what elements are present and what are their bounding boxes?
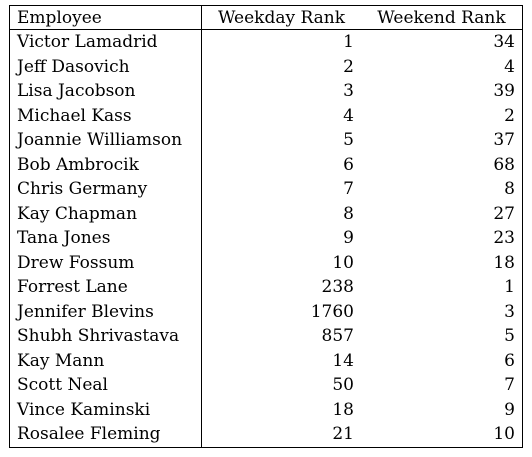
weekday-rank-cell: 1: [343, 32, 354, 53]
weekday-rank-cell: 14: [332, 350, 354, 371]
employee-name-cell: Victor Lamadrid: [9, 29, 202, 55]
employee-rank-table: Employee Weekday Rank Weekend Rank Victo…: [9, 5, 523, 448]
table-row: Joannie Williamson 5 37: [9, 128, 523, 153]
weekday-rank-cell: 50: [332, 375, 354, 396]
weekend-rank-cell: 27: [493, 203, 515, 224]
weekend-rank-cell: 2: [504, 105, 515, 126]
weekend-rank-cell: 5: [504, 326, 515, 347]
table-row: Jeff Dasovich 2 4: [9, 54, 523, 79]
table-row: Michael Kass 4 2: [9, 103, 523, 128]
weekend-rank-cell: 1: [504, 277, 515, 298]
employee-name-cell: Vince Kaminski: [9, 397, 202, 422]
table-row: Vince Kaminski 18 9: [9, 397, 523, 422]
employee-name-cell: Forrest Lane: [9, 275, 202, 300]
table-body: Victor Lamadrid 1 34 Jeff Dasovich 2 4 Lisa Ja…: [9, 29, 523, 447]
weekend-rank-cell: 23: [493, 228, 515, 249]
employee-name-cell: Shubh Shrivastava: [9, 324, 202, 349]
employee-name-cell: Kay Chapman: [9, 201, 202, 226]
employee-name-cell: Jennifer Blevins: [9, 299, 202, 324]
weekday-rank-cell: 7: [343, 179, 354, 200]
employee-name-cell: Chris Germany: [9, 177, 202, 202]
weekday-rank-cell: 4: [343, 105, 354, 126]
employee-name-cell: Tana Jones: [9, 226, 202, 251]
table-row: Forrest Lane 238 1: [9, 275, 523, 300]
weekday-rank-cell: 238: [321, 277, 354, 298]
employee-name-cell: Bob Ambrocik: [9, 152, 202, 177]
table-row: Kay Chapman 8 27: [9, 201, 523, 226]
weekend-rank-cell: 34: [493, 32, 515, 53]
weekend-rank-cell: 3: [504, 301, 515, 322]
weekday-rank-cell: 21: [332, 424, 354, 445]
weekend-rank-cell: 8: [504, 179, 515, 200]
header-row: Employee Weekday Rank Weekend Rank: [9, 5, 523, 30]
employee-name-cell: Rosalee Fleming: [9, 422, 202, 447]
header-employee: Employee: [9, 5, 202, 30]
employee-name-cell: Michael Kass: [9, 103, 202, 128]
table-row: Jennifer Blevins 1760 3: [9, 299, 523, 324]
weekend-rank-cell: 10: [493, 424, 515, 445]
table-row: Victor Lamadrid 1 34: [9, 29, 523, 55]
weekday-rank-cell: 18: [332, 399, 354, 420]
table-row: Shubh Shrivastava 857 5: [9, 324, 523, 349]
weekend-rank-cell: 68: [493, 154, 515, 175]
employee-name-cell: Drew Fossum: [9, 250, 202, 275]
employee-name-cell: Joannie Williamson: [9, 128, 202, 153]
table-row: Scott Neal 50 7: [9, 373, 523, 398]
header-weekday-rank: Weekday Rank: [201, 5, 361, 30]
employee-name-cell: Scott Neal: [9, 373, 202, 398]
weekend-rank-cell: 9: [504, 399, 515, 420]
weekday-rank-cell: 2: [343, 56, 354, 77]
weekday-rank-cell: 9: [343, 228, 354, 249]
table-row: Drew Fossum 10 18: [9, 250, 523, 275]
weekend-rank-cell: 18: [493, 252, 515, 273]
weekday-rank-cell: 1760: [310, 301, 354, 322]
weekend-rank-cell: 39: [493, 81, 515, 102]
employee-name-cell: Lisa Jacobson: [9, 79, 202, 104]
table-row: Bob Ambrocik 6 68: [9, 152, 523, 177]
table-row: Rosalee Fleming 21 10: [9, 422, 523, 447]
weekday-rank-cell: 10: [332, 252, 354, 273]
weekday-rank-cell: 5: [343, 130, 354, 151]
weekday-rank-cell: 6: [343, 154, 354, 175]
weekend-rank-cell: 37: [493, 130, 515, 151]
employee-name-cell: Jeff Dasovich: [9, 54, 202, 79]
weekday-rank-cell: 3: [343, 81, 354, 102]
weekday-rank-cell: 8: [343, 203, 354, 224]
table-row: Kay Mann 14 6: [9, 348, 523, 373]
table-row: Tana Jones 9 23: [9, 226, 523, 251]
weekday-rank-cell: 857: [321, 326, 354, 347]
table-row: Chris Germany 7 8: [9, 177, 523, 202]
weekend-rank-cell: 6: [504, 350, 515, 371]
table-row: Lisa Jacobson 3 39: [9, 79, 523, 104]
weekend-rank-cell: 4: [504, 56, 515, 77]
weekend-rank-cell: 7: [504, 375, 515, 396]
employee-name-cell: Kay Mann: [9, 348, 202, 373]
header-weekend-rank: Weekend Rank: [361, 5, 523, 30]
